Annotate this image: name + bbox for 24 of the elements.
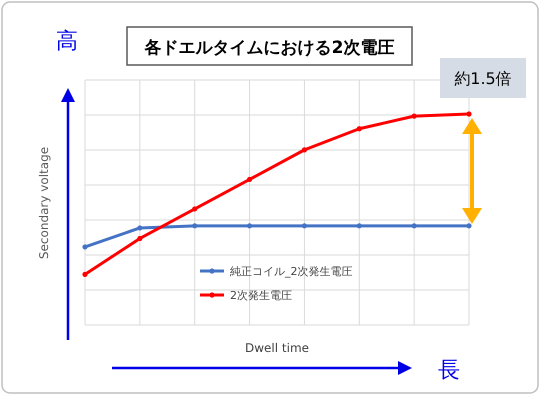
chart-title: 各ドエルタイムにおける2次電圧 [144,38,394,58]
point [356,223,362,228]
point [82,244,88,250]
point [302,147,308,152]
legend-label: 2次発生電圧 [230,289,292,302]
point [302,223,308,228]
point [246,176,252,182]
y-axis-title: Secondary voltage [37,146,51,260]
text: 約1.5倍 [454,69,512,88]
point [466,111,472,117]
point [192,206,198,212]
point [137,236,142,242]
text: 高 [56,29,78,54]
x-axis-title: Dwell time [244,341,310,355]
point [412,223,417,228]
point [192,223,198,228]
text: 長 [438,358,460,383]
legend-label: 純正コイル_2次発生電圧 [230,265,352,278]
point [246,223,252,228]
point [137,225,142,231]
point [356,126,362,132]
point [466,223,472,228]
point [82,272,88,277]
point [412,114,417,119]
